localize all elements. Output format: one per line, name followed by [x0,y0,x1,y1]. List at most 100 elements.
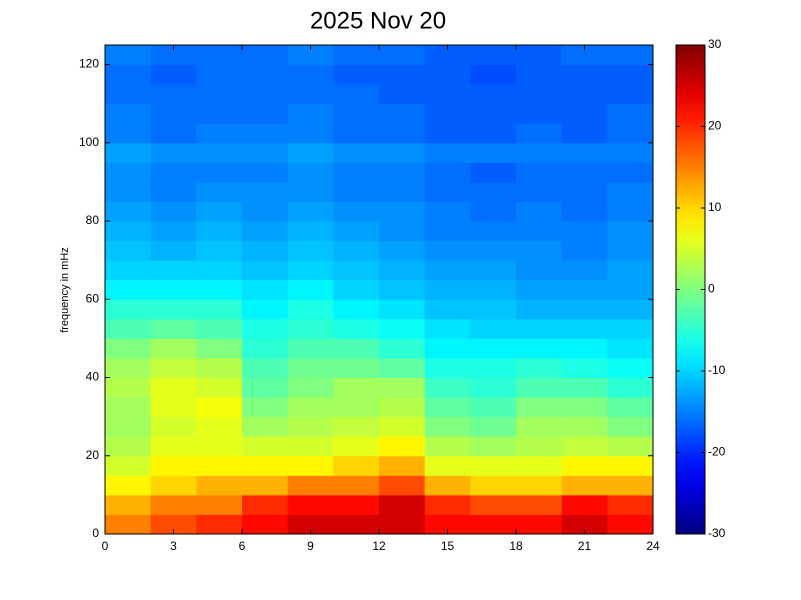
heatmap-cell [196,455,243,476]
heatmap-cell [196,221,243,242]
x-tick-label: 21 [578,539,592,553]
heatmap-cell [607,436,654,457]
heatmap-cell [196,240,243,261]
heatmap-cell [196,436,243,457]
heatmap-cell [561,514,608,535]
heatmap-cell [470,436,517,457]
heatmap-cell [242,494,289,515]
heatmap-cell [470,338,517,359]
heatmap-cell [607,494,654,515]
heatmap-cell [424,514,471,535]
heatmap-cell [287,494,334,515]
heatmap-cell [379,64,426,85]
heatmap-cell [470,475,517,496]
heatmap-cell [242,279,289,300]
heatmap-cell [470,103,517,124]
heatmap-cell [470,123,517,144]
colorbar [675,44,706,535]
heatmap-cell [150,318,197,339]
heatmap-cell [424,84,471,105]
heatmap-cell [424,397,471,418]
y-tick-label: 100 [79,135,99,149]
heatmap-cell [105,240,152,261]
heatmap-cell [516,260,563,281]
heatmap-cell [287,436,334,457]
heatmap-cell [607,397,654,418]
heatmap-cell [333,357,380,379]
heatmap-cell [424,436,471,457]
colorbar-tick-label: 20 [708,119,722,133]
heatmap-cell [287,455,334,476]
heatmap-cell [379,103,426,124]
heatmap-cell [150,221,197,242]
heatmap-cell [516,357,563,379]
heatmap-cell [424,201,471,222]
x-tick-label: 0 [102,539,109,553]
heatmap-cell [105,377,152,398]
heatmap-cell [424,123,471,144]
y-tick-label: 60 [86,291,100,305]
heatmap-cell [379,436,426,457]
heatmap-cell [287,416,334,437]
heatmap-cell [424,338,471,359]
heatmap-cell [242,299,289,320]
x-tick-label: 12 [372,539,386,553]
heatmap-cell [242,103,289,124]
heatmap-cell [424,475,471,496]
heatmap-cell [379,299,426,320]
heatmap-cell [561,45,608,66]
heatmap-cell [607,84,654,105]
heatmap-cell [561,103,608,124]
heatmap-cell [105,123,152,144]
heatmap-cell [516,162,563,183]
heatmap-cell [379,201,426,222]
heatmap-cell [150,181,197,202]
heatmap-cell [287,318,334,339]
heatmap-cell [516,221,563,242]
heatmap-cell [196,103,243,124]
heatmap-cell [287,181,334,202]
heatmap-cell [196,338,243,359]
heatmap-cell [242,142,289,163]
heatmap-cell [379,475,426,496]
heatmap-cell [424,45,471,66]
heatmap-cell [561,416,608,437]
heatmap-cell [287,514,334,535]
heatmap-cell [242,436,289,457]
heatmap-cell [379,455,426,476]
heatmap-cell [561,357,608,379]
heatmap-cell [607,142,654,163]
y-tick-label: 0 [92,526,99,540]
heatmap-cell [333,260,380,281]
heatmap-cell [333,240,380,261]
heatmap-cell [242,162,289,183]
heatmap-cell [607,201,654,222]
heatmap-cell [150,436,197,457]
heatmap-cell [242,221,289,242]
heatmap-cell [105,221,152,242]
y-tick-label: 40 [86,370,100,384]
heatmap-cell [470,279,517,300]
heatmap-cell [105,357,152,379]
heatmap-cell [516,123,563,144]
heatmap-cell [561,123,608,144]
heatmap-cell [105,397,152,418]
heatmap-cell [333,514,380,535]
heatmap-cell [470,181,517,202]
heatmap-cell [379,318,426,339]
x-tick-label: 3 [170,539,177,553]
heatmap-cell [470,201,517,222]
heatmap-cell [333,142,380,163]
heatmap-cell [242,318,289,339]
heatmap-cell [470,494,517,515]
heatmap-cell [561,279,608,300]
heatmap-cell [470,455,517,476]
x-tick-label: 6 [239,539,246,553]
heatmap-cell [333,45,380,66]
heatmap-cell [333,123,380,144]
colorbar-tick-label: -10 [708,363,726,377]
heatmap-cell [333,84,380,105]
heatmap-cell [607,162,654,183]
heatmap-cell [150,260,197,281]
heatmap-cell [516,103,563,124]
